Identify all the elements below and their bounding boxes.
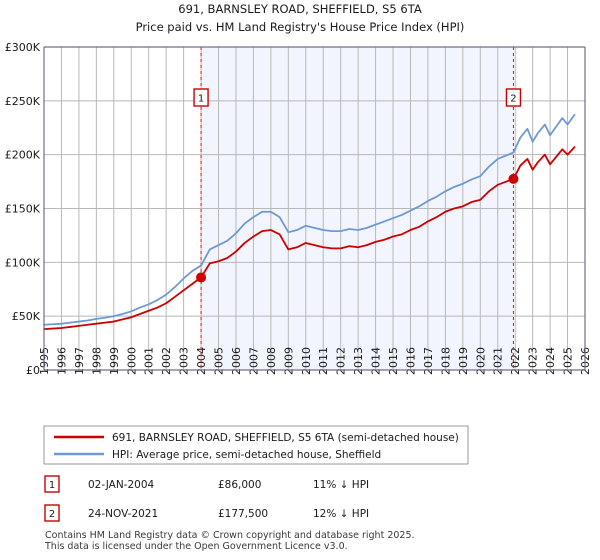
y-axis-ticks: £0 £50K £100K £150K £200K £250K £300K [5,41,41,377]
x-tick-label: 2001 [143,347,156,375]
y-tick-label: £200K [5,149,41,162]
chart-subtitle: Price paid vs. HM Land Registry's House … [136,20,465,34]
x-tick-label: 2015 [387,347,400,375]
footer-attribution: Contains HM Land Registry data © Crown c… [44,530,415,552]
page-title: 691, BARNSLEY ROAD, SHEFFIELD, S5 6TA [178,2,422,16]
x-tick-label: 2006 [230,347,243,375]
row-index-2: 2 [49,509,55,520]
footer-line-1: Contains HM Land Registry data © Crown c… [45,530,415,541]
x-tick-label: 2024 [544,347,557,375]
transaction-row-1[interactable]: 1 02-JAN-2004 £86,000 11% ↓ HPI [44,475,369,493]
row-price-2: £177,500 [218,508,268,520]
marker-label-2: 2 [510,94,516,105]
x-tick-label: 2019 [457,347,470,375]
row-price-1: £86,000 [218,479,261,491]
y-tick-label: £50K [12,310,41,323]
x-tick-label: 2010 [300,347,313,375]
y-tick-label: £250K [5,95,41,108]
sale-dot-2[interactable] [508,173,519,184]
x-tick-label: 2000 [125,347,138,375]
x-tick-label: 2021 [492,347,505,375]
series-line-0 [43,146,576,330]
x-tick-label: 2003 [178,347,191,375]
marker-box-2[interactable] [505,88,522,107]
marker-box-1[interactable] [193,88,209,107]
row-hpi-1: 11% ↓ HPI [313,479,369,491]
x-tick-label: 2013 [352,347,365,375]
sale-point-markers[interactable] [196,173,519,283]
series-line-1 [43,113,576,326]
row-date-2: 24-NOV-2021 [88,508,158,520]
x-tick-label: 2023 [527,347,540,375]
x-tick-label: 1996 [55,347,68,375]
series-lines [43,113,576,330]
x-tick-label: 2018 [439,347,452,375]
x-tick-label: 2025 [562,347,575,375]
row-hpi-2: 12% ↓ HPI [313,508,369,520]
x-tick-label: 1998 [90,347,103,375]
x-tick-label: 2005 [213,347,226,375]
footer-line-2: This data is licensed under the Open Gov… [44,541,348,552]
legend-label-0: 691, BARNSLEY ROAD, SHEFFIELD, S5 6TA (s… [112,432,459,444]
legend-box: 691, BARNSLEY ROAD, SHEFFIELD, S5 6TA (s… [43,425,469,465]
x-tick-label: 2014 [370,347,383,375]
y-tick-label: £300K [5,41,41,54]
x-tick-label: 2009 [282,347,295,375]
y-tick-label: £100K [5,256,41,269]
x-tick-label: 2016 [404,347,417,375]
x-axis-ticks: 1995199619971998199920002001200220032004… [38,347,592,375]
x-tick-label: 2020 [474,347,487,375]
row-index-1: 1 [49,480,55,491]
y-tick-label: £0 [26,364,40,377]
x-tick-label: 2017 [422,347,435,375]
x-tick-label: 2011 [317,347,330,375]
x-tick-label: 2012 [335,347,348,375]
transaction-row-2[interactable]: 2 24-NOV-2021 £177,500 12% ↓ HPI [44,504,369,522]
sale-dot-1[interactable] [196,272,207,283]
x-tick-label: 2008 [265,347,278,375]
row-date-1: 02-JAN-2004 [88,479,155,491]
y-tick-label: £150K [5,203,41,216]
x-tick-label: 1999 [108,347,121,375]
plot-frame [43,46,586,371]
marker-label-1: 1 [198,94,204,105]
chart-title-group: 691, BARNSLEY ROAD, SHEFFIELD, S5 6TA Pr… [136,2,465,34]
x-tick-label: 1997 [73,347,86,375]
legend-label-1: HPI: Average price, semi-detached house,… [112,449,381,461]
x-tick-label: 2007 [247,347,260,375]
x-tick-label: 2022 [509,347,522,375]
x-tick-label: 2002 [160,347,173,375]
